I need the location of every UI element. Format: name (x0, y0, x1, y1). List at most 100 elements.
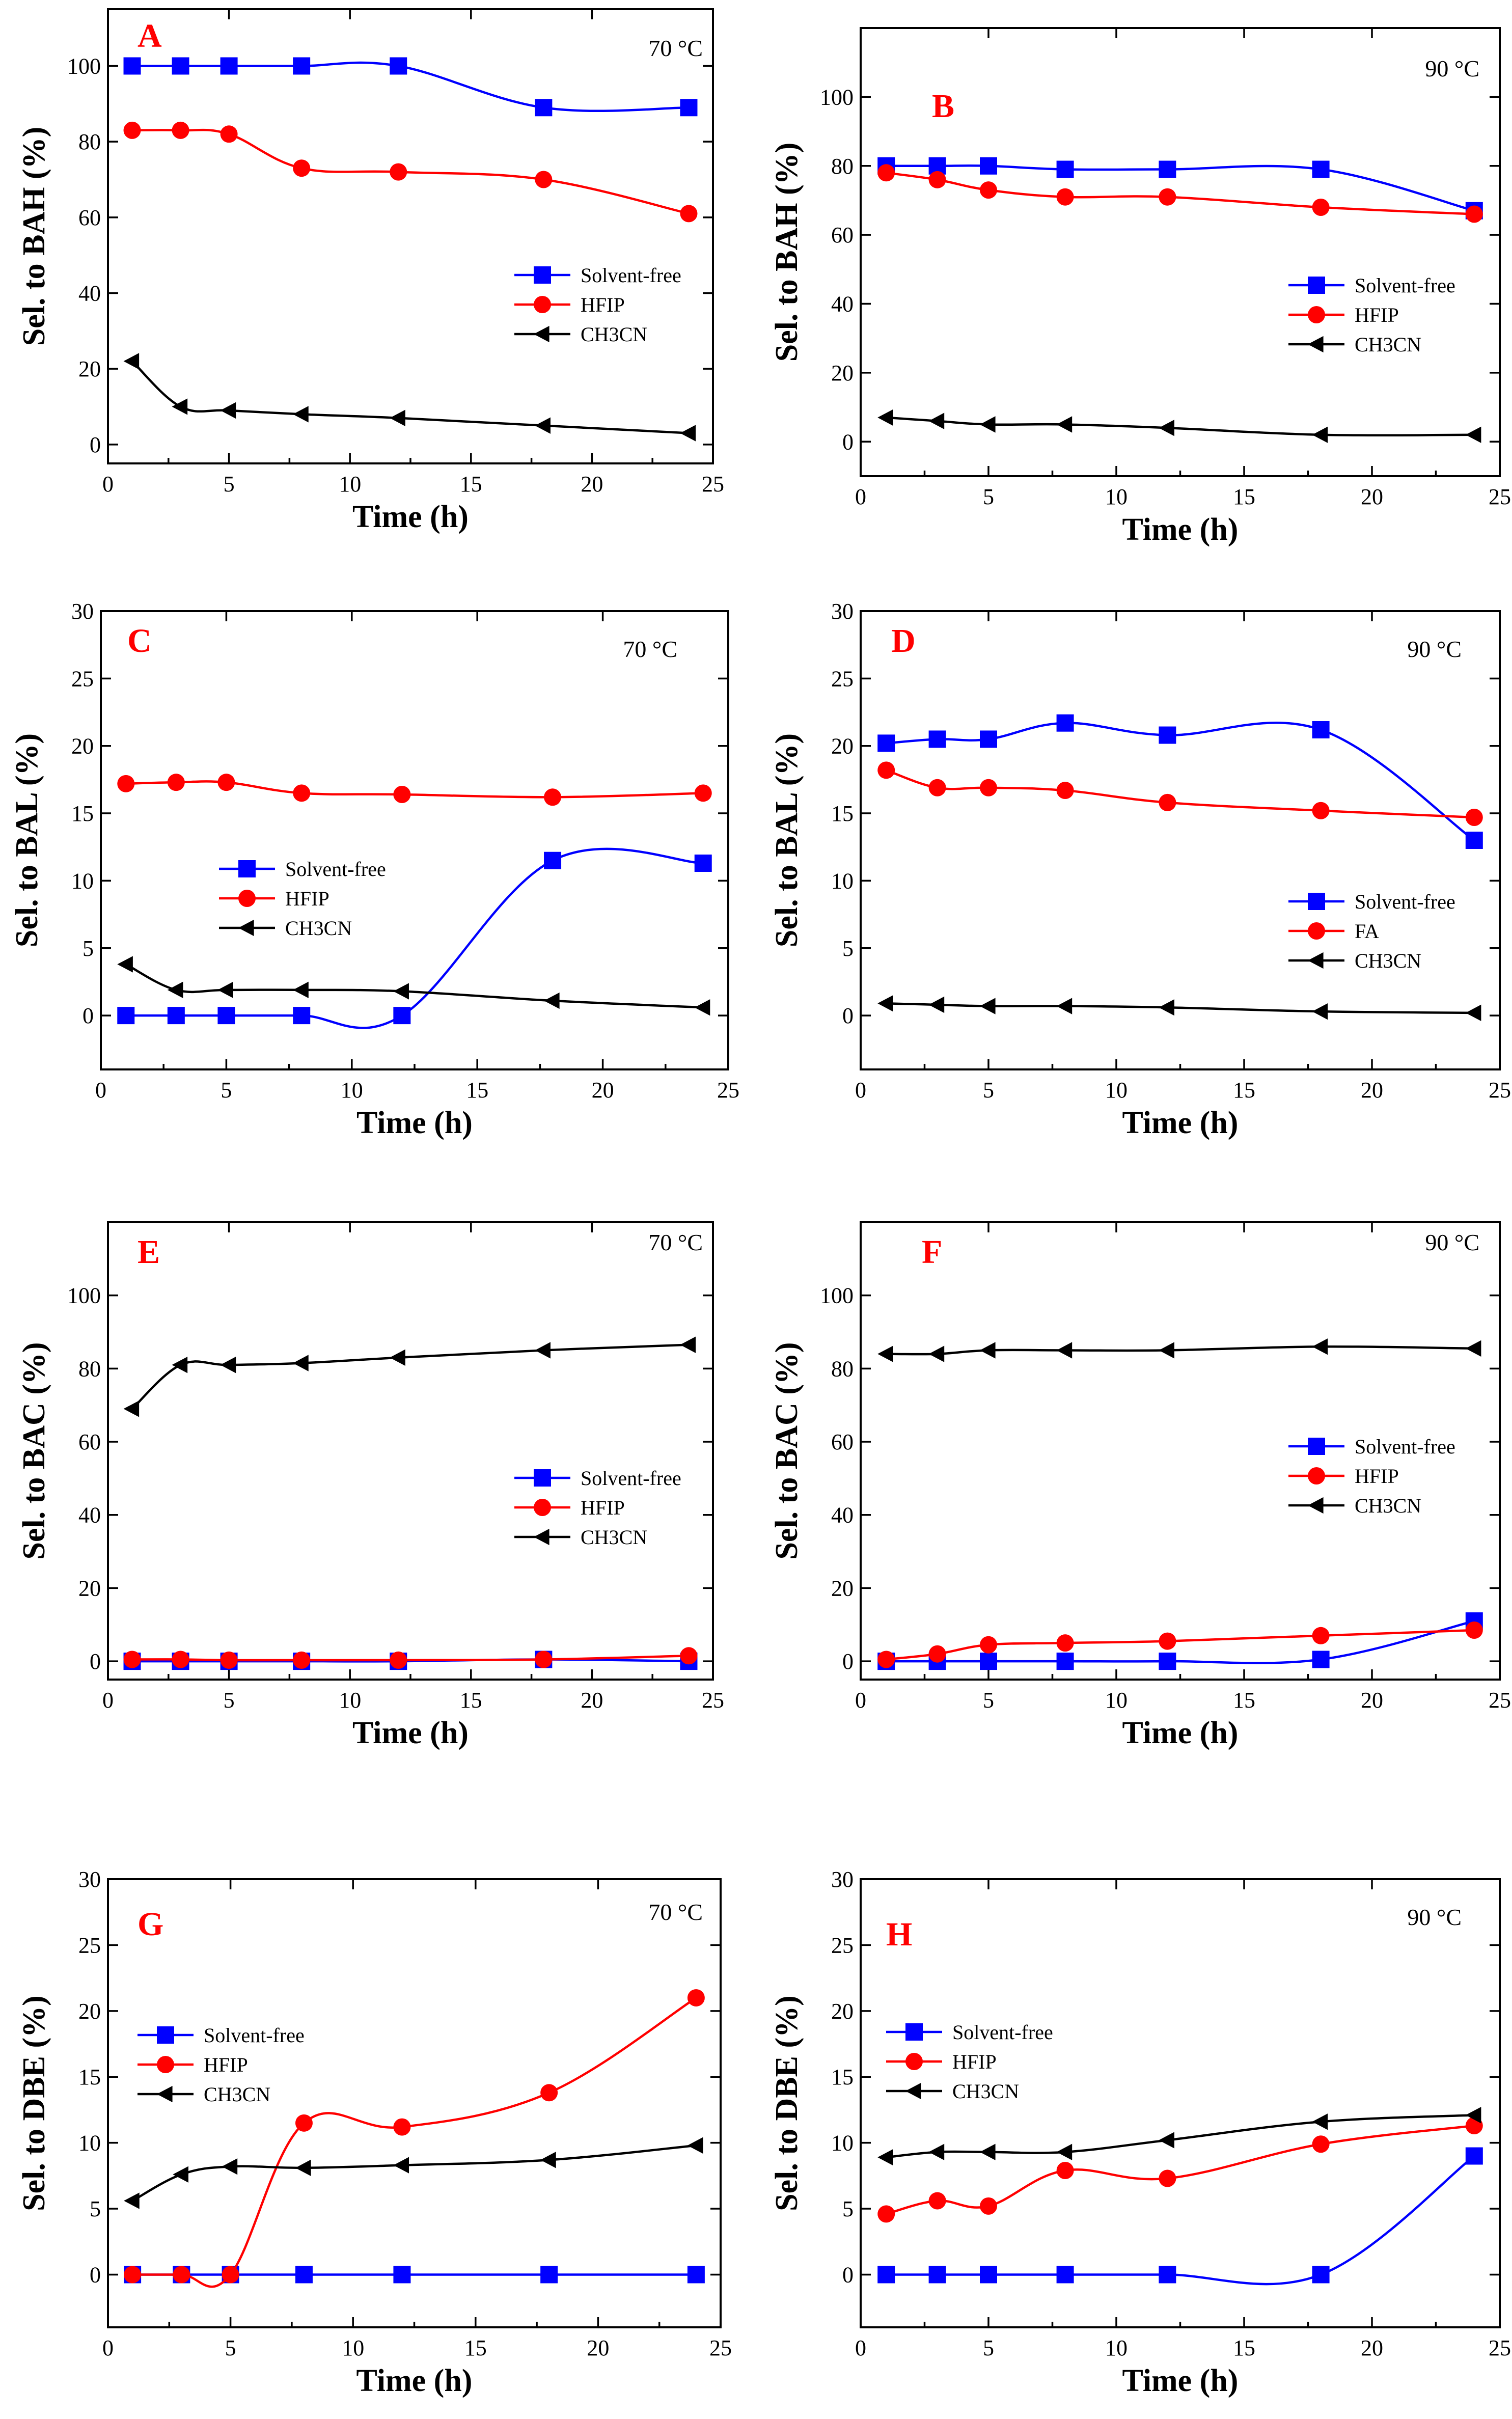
x-tick-label: 10 (1105, 1688, 1128, 1713)
x-tick-label: 10 (339, 472, 361, 497)
panel-letter: C (127, 622, 152, 659)
data-point (293, 784, 311, 802)
legend-label: Solvent-free (581, 1467, 681, 1490)
series-line (886, 172, 1474, 215)
plot-frame (107, 1221, 714, 1681)
data-point (980, 998, 996, 1014)
y-tick-label: 60 (831, 223, 854, 248)
series-line (886, 2155, 1475, 2286)
y-tick-label: 20 (831, 734, 854, 759)
legend-swatch-marker (534, 1469, 551, 1487)
data-point (293, 981, 309, 998)
data-point (123, 57, 141, 75)
data-point (117, 1007, 135, 1025)
data-point (172, 121, 189, 139)
series-ch3cn (124, 2137, 703, 2209)
data-point (393, 786, 411, 803)
data-point (172, 1651, 189, 1668)
x-tick-label: 0 (855, 1078, 866, 1103)
legend-swatch-marker (905, 2053, 923, 2070)
x-tick-label: 15 (460, 472, 482, 497)
y-tick-label: 25 (831, 666, 854, 691)
data-point (680, 1336, 696, 1353)
series-line (125, 963, 703, 1009)
x-tick-label: 5 (224, 1688, 235, 1713)
data-point (172, 57, 189, 75)
y-tick-label: 100 (820, 1283, 854, 1308)
data-point (877, 409, 893, 426)
data-point (123, 1651, 141, 1668)
x-tick-label: 15 (464, 2335, 487, 2360)
data-point (393, 1007, 411, 1025)
y-tick-label: 30 (78, 1867, 101, 1892)
legend: Solvent-free HFIP CH3CN (138, 2024, 305, 2106)
y-tick-label: 5 (842, 2196, 854, 2221)
legend-label: CH3CN (1355, 333, 1421, 356)
legend-swatch-marker (534, 266, 551, 284)
legend-label: FA (1355, 920, 1379, 943)
x-axis-title: Time (h) (356, 1106, 473, 1140)
data-point (544, 992, 560, 1009)
data-point (680, 99, 698, 117)
x-tick-label: 0 (855, 1688, 866, 1713)
x-tick-label: 15 (1233, 2335, 1255, 2360)
data-point (1465, 205, 1483, 223)
series-line (886, 721, 1475, 841)
y-tick-label: 0 (842, 1649, 854, 1674)
x-tick-label: 5 (983, 2335, 994, 2360)
legend-swatch-marker (1308, 336, 1324, 353)
data-point (1159, 420, 1174, 436)
y-tick-label: 5 (90, 2196, 101, 2221)
temperature-label: 70 °C (623, 636, 677, 662)
series-ch3cn (877, 1338, 1481, 1362)
series-hfip (877, 2117, 1483, 2223)
data-point (877, 734, 895, 752)
series-line (886, 769, 1474, 819)
series-ch3cn (117, 956, 710, 1016)
data-point (680, 205, 698, 223)
data-point (117, 775, 135, 792)
x-tick-label: 5 (983, 1688, 994, 1713)
data-point (220, 125, 238, 143)
legend: Solvent-free HFIP CH3CN (514, 264, 681, 346)
data-point (293, 1651, 311, 1669)
series-line (886, 1002, 1474, 1014)
series-solvent-free (877, 2147, 1483, 2286)
x-tick-label: 10 (341, 1078, 363, 1103)
data-point (694, 784, 712, 802)
data-point (1159, 1653, 1176, 1670)
data-point (123, 353, 140, 370)
panel-F: 0 5 10 15 20 25 0 20 40 60 80 100 Time (h) Sel. to BA… (769, 1221, 1511, 1750)
x-tick-label: 15 (1233, 484, 1255, 509)
data-point (1312, 1338, 1328, 1355)
x-tick-label: 25 (1489, 2335, 1511, 2360)
data-point (980, 181, 997, 199)
legend-swatch-marker (1308, 922, 1325, 940)
legend-swatch-marker (1308, 306, 1325, 323)
data-point (928, 1345, 945, 1362)
data-point (540, 2266, 558, 2284)
data-point (393, 983, 409, 1000)
legend-swatch-marker (534, 296, 551, 313)
data-point (540, 2084, 558, 2102)
y-tick-label: 0 (842, 2262, 854, 2287)
data-point (167, 1007, 185, 1025)
legend-label: CH3CN (581, 323, 647, 346)
legend-label: HFIP (1355, 1465, 1399, 1488)
data-point (877, 1345, 893, 1362)
data-point (980, 416, 996, 433)
y-tick-label: 20 (831, 361, 854, 386)
series-line (131, 1343, 689, 1410)
data-point (687, 2137, 703, 2154)
data-point (980, 2266, 997, 2284)
legend-swatch-marker (238, 919, 254, 937)
legend-swatch-marker (1308, 952, 1324, 969)
series-line (132, 1997, 697, 2288)
temperature-label: 90 °C (1425, 1229, 1479, 1255)
x-axis-title: Time (h) (1122, 2363, 1239, 2398)
x-tick-label: 15 (1233, 1078, 1255, 1103)
data-point (1465, 1340, 1481, 1357)
x-axis-title: Time (h) (356, 2363, 473, 2398)
plot-frame (860, 1878, 1501, 2328)
